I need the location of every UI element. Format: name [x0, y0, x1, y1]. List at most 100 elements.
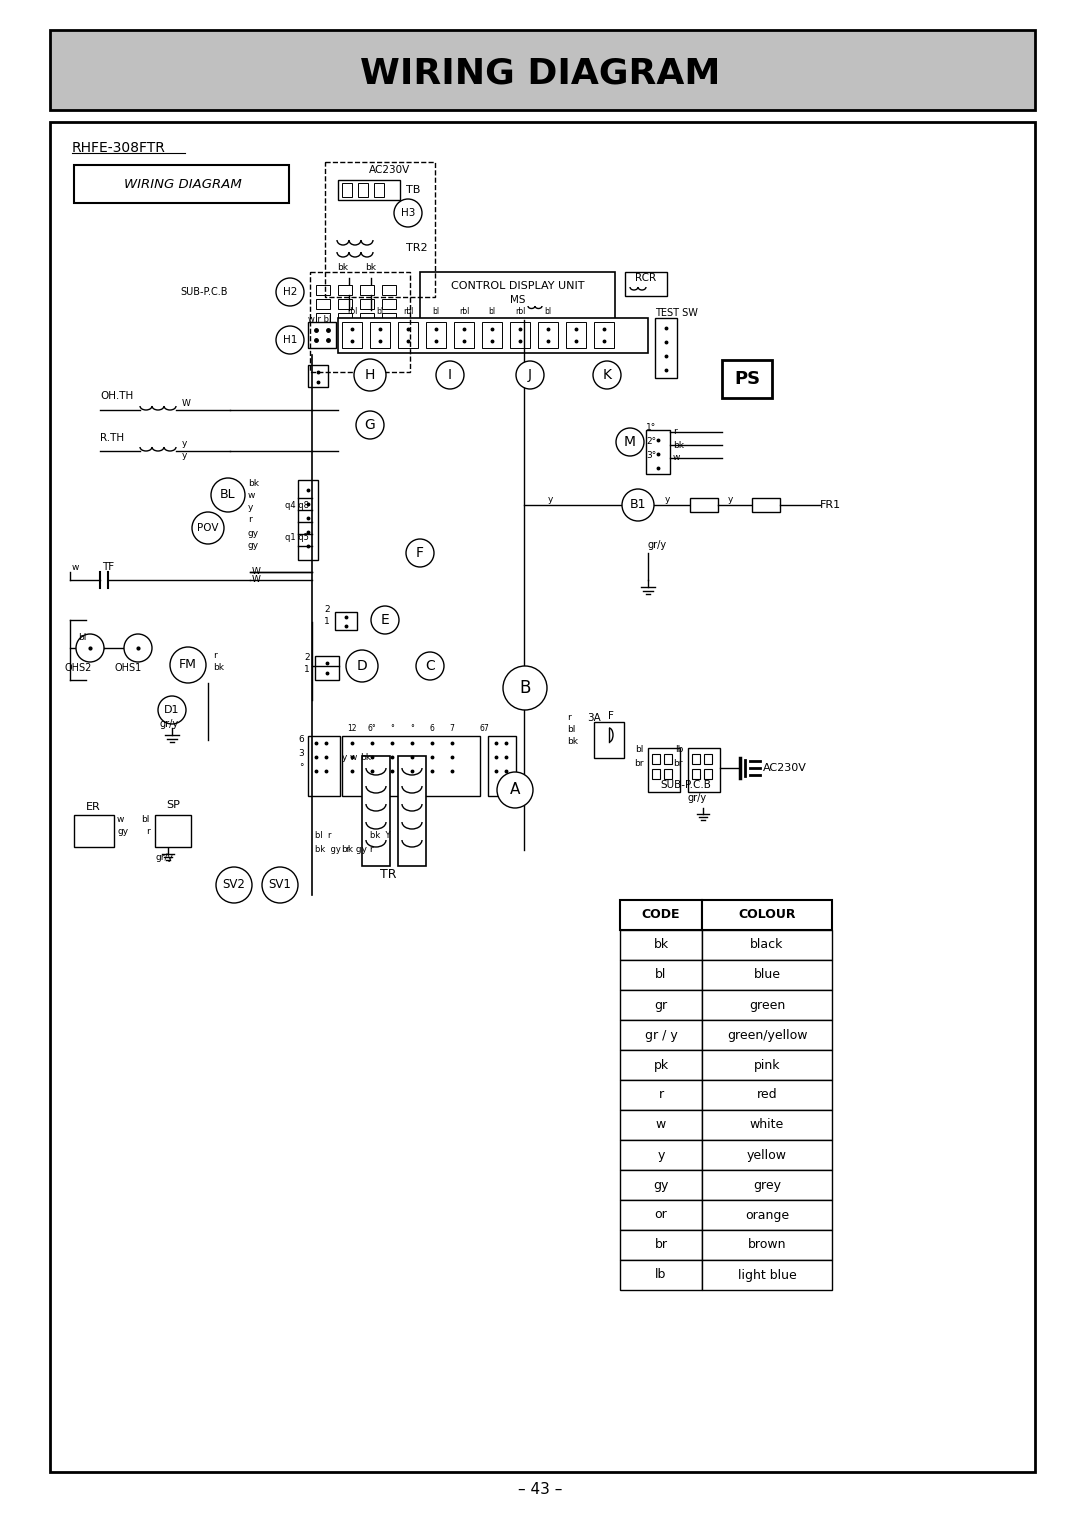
Text: rbl: rbl	[515, 307, 525, 316]
Text: pink: pink	[754, 1059, 780, 1071]
Circle shape	[76, 633, 104, 662]
Text: 6°: 6°	[367, 723, 376, 732]
Bar	[308, 736, 340, 797]
Text: r: r	[659, 1088, 663, 1102]
Text: y: y	[342, 752, 348, 761]
Circle shape	[394, 198, 422, 227]
Text: y: y	[183, 439, 187, 449]
Bar	[620, 1230, 702, 1260]
Text: °: °	[390, 723, 394, 732]
Text: green: green	[748, 998, 785, 1012]
Bar	[702, 1260, 832, 1289]
Bar	[690, 497, 718, 513]
Circle shape	[170, 647, 206, 684]
Bar	[620, 1170, 702, 1199]
Text: 1: 1	[305, 665, 310, 674]
Text: F: F	[416, 546, 424, 560]
Bar	[702, 1199, 832, 1230]
Text: 2: 2	[305, 653, 310, 662]
Text: br: br	[654, 1239, 667, 1251]
Bar	[338, 180, 400, 200]
Text: y: y	[183, 452, 187, 461]
Circle shape	[276, 327, 303, 354]
Bar	[620, 900, 702, 929]
Circle shape	[124, 633, 152, 662]
Bar	[382, 299, 396, 308]
Text: bl: bl	[567, 725, 576, 734]
Bar	[338, 313, 352, 324]
Text: D1: D1	[164, 705, 179, 716]
Bar	[646, 430, 670, 475]
Bar	[702, 1050, 832, 1080]
Circle shape	[158, 696, 186, 723]
Text: q4 q8: q4 q8	[285, 501, 309, 510]
Bar	[688, 748, 720, 792]
Text: W: W	[183, 400, 191, 409]
Bar	[702, 1140, 832, 1170]
Text: gy: gy	[117, 827, 129, 836]
Text: 1: 1	[324, 617, 330, 626]
Text: blue: blue	[754, 969, 781, 981]
Text: bl: bl	[488, 307, 496, 316]
Text: 1°: 1°	[646, 424, 657, 432]
Bar	[308, 365, 328, 388]
Text: ER: ER	[85, 803, 100, 812]
Text: bk: bk	[248, 479, 259, 488]
Text: MS: MS	[510, 295, 526, 305]
Text: q1 q5: q1 q5	[285, 534, 309, 543]
Text: w: w	[248, 491, 255, 501]
Bar	[620, 1199, 702, 1230]
Text: TR2: TR2	[406, 243, 428, 253]
Text: bk  gy  r: bk gy r	[315, 845, 350, 855]
Text: R.TH: R.TH	[100, 433, 124, 443]
Text: CONTROL DISPLAY UNIT: CONTROL DISPLAY UNIT	[451, 281, 584, 291]
Text: w: w	[117, 815, 124, 824]
Text: SUB-P.C.B: SUB-P.C.B	[661, 780, 712, 790]
Circle shape	[497, 772, 534, 807]
Bar	[752, 497, 780, 513]
Text: FR1: FR1	[820, 501, 841, 510]
Text: °: °	[299, 763, 303, 772]
Text: SUB-P.C.B: SUB-P.C.B	[180, 287, 228, 298]
Text: 6: 6	[298, 736, 303, 745]
Text: J: J	[528, 368, 532, 382]
Circle shape	[616, 427, 644, 456]
Text: H2: H2	[283, 287, 297, 298]
Text: 3A: 3A	[588, 713, 600, 723]
Bar	[538, 322, 558, 348]
Text: AC230V: AC230V	[369, 165, 410, 175]
Bar	[360, 285, 374, 295]
Bar	[156, 815, 191, 847]
Text: red: red	[757, 1088, 778, 1102]
Text: F: F	[608, 711, 613, 720]
Bar	[620, 1019, 702, 1050]
Circle shape	[516, 362, 544, 389]
Bar	[566, 322, 586, 348]
Circle shape	[436, 362, 464, 389]
Bar	[325, 162, 435, 298]
Text: y: y	[665, 496, 671, 505]
Bar	[652, 769, 660, 778]
Bar	[620, 1109, 702, 1140]
Bar	[723, 360, 772, 398]
Text: bl: bl	[656, 969, 666, 981]
Bar	[652, 754, 660, 765]
Circle shape	[276, 278, 303, 307]
Text: TR: TR	[380, 868, 396, 882]
Bar	[702, 1109, 832, 1140]
Text: bk: bk	[360, 752, 372, 761]
Bar	[338, 299, 352, 308]
Text: B: B	[519, 679, 530, 697]
Bar	[338, 317, 648, 353]
Bar	[374, 183, 384, 197]
Bar	[620, 929, 702, 960]
Bar	[620, 1050, 702, 1080]
Text: 3°: 3°	[646, 452, 657, 461]
Bar	[335, 612, 357, 630]
Text: H1: H1	[283, 336, 297, 345]
Circle shape	[354, 359, 386, 391]
Text: bk: bk	[337, 264, 348, 273]
Bar	[648, 748, 680, 792]
Bar	[702, 960, 832, 990]
Text: r: r	[213, 652, 217, 661]
